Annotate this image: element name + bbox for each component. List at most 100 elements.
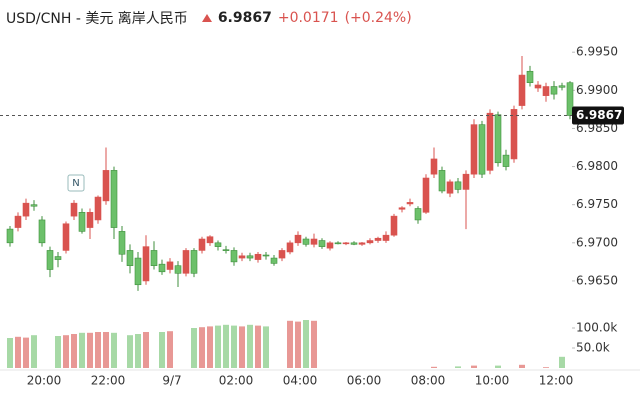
volume-bar	[287, 320, 293, 368]
candle-body	[558, 85, 566, 88]
candle-body	[198, 238, 206, 251]
volume-bar	[519, 364, 525, 368]
candle-body	[406, 202, 414, 205]
candle-body	[326, 242, 334, 249]
x-tick-label: 9/7	[162, 374, 181, 388]
candle-body	[494, 114, 502, 164]
candle-body	[206, 236, 214, 244]
candle-body	[446, 181, 454, 194]
candle-body	[158, 263, 166, 273]
x-tick-label: 22:00	[91, 374, 126, 388]
candle-body	[30, 204, 38, 207]
volume-bar	[559, 356, 565, 368]
volume-bar	[79, 332, 85, 368]
volume-bar	[215, 325, 221, 368]
volume-bar	[543, 367, 549, 368]
candle-body	[302, 238, 310, 245]
candle-body	[150, 250, 158, 266]
candle-body	[430, 158, 438, 175]
last-price: 6.9867	[217, 10, 272, 26]
candle-body	[262, 254, 270, 257]
candle-body	[6, 228, 14, 244]
volume-tick-label: 50.0k	[576, 341, 610, 355]
volume-bar	[471, 365, 477, 368]
candle-body	[134, 257, 142, 286]
volume-bar	[111, 332, 117, 368]
x-tick-label: 10:00	[475, 374, 510, 388]
y-tick-label: 6.9800	[576, 159, 618, 173]
candle-body	[254, 253, 262, 260]
x-tick-label: 04:00	[283, 374, 318, 388]
price-change-pct: (+0.24%)	[344, 10, 412, 26]
candle-body	[78, 212, 86, 232]
candle-body	[14, 215, 22, 228]
candle-body	[390, 215, 398, 236]
candle-body	[486, 112, 494, 171]
volume-bar	[95, 332, 101, 368]
volume-bar	[191, 328, 197, 368]
y-tick-label: 6.9700	[576, 235, 618, 249]
candle-body	[70, 202, 78, 217]
x-tick-label: 08:00	[411, 374, 446, 388]
candle-body	[62, 223, 70, 251]
volume-bar	[71, 334, 77, 368]
candle-body	[550, 86, 558, 95]
candle-body	[358, 242, 366, 245]
y-tick-label: 6.9900	[576, 83, 618, 97]
candle-body	[126, 250, 134, 266]
candle-body	[286, 242, 294, 253]
volume-bar	[127, 335, 133, 368]
volume-bar	[143, 332, 149, 368]
volume-bar	[239, 326, 245, 368]
candle-body	[38, 219, 46, 244]
x-tick-label: 02:00	[219, 374, 254, 388]
volume-bar	[223, 324, 229, 368]
volume-bar	[15, 336, 21, 368]
candle-body	[374, 237, 382, 241]
candle-body	[278, 250, 286, 259]
candle-body	[318, 240, 326, 247]
candle-body	[366, 240, 374, 244]
candle-body	[438, 170, 446, 192]
event-marker-label: N	[72, 178, 79, 189]
volume-bar	[303, 320, 309, 368]
y-tick-label: 6.9750	[576, 197, 618, 211]
candle-body	[118, 231, 126, 255]
last-price-label: 6.9867	[576, 108, 622, 122]
event-marker	[67, 174, 85, 192]
volume-bar	[295, 321, 301, 368]
candle-body	[102, 170, 110, 202]
candle-body	[382, 234, 390, 241]
candle-body	[518, 74, 526, 106]
up-arrow	[201, 14, 212, 22]
volume-bar	[167, 331, 173, 368]
volume-bar	[31, 335, 37, 368]
volume-bar	[311, 320, 317, 368]
candle-body	[462, 173, 470, 190]
volume-bar	[135, 334, 141, 368]
candle-body	[422, 177, 430, 213]
header: USD/CNH - 美元 离岸人民币 6.9867 +0.0171 (+0.24…	[6, 8, 412, 28]
volume-bar	[63, 335, 69, 368]
symbol-title: USD/CNH - 美元 离岸人民币	[6, 11, 188, 27]
candle-body	[142, 246, 150, 282]
y-tick-label: 6.9950	[576, 45, 618, 59]
candle-body	[502, 154, 510, 167]
x-tick-label: 06:00	[347, 374, 382, 388]
candle-body	[478, 124, 486, 175]
volume-bar	[199, 327, 205, 368]
candle-body	[190, 250, 198, 274]
volume-bar	[431, 366, 437, 368]
candle-body	[526, 70, 534, 83]
volume-bar	[495, 365, 501, 368]
y-tick-label: 6.9650	[576, 273, 618, 287]
x-tick-label: 20:00	[27, 374, 62, 388]
volume-bar	[159, 332, 165, 368]
candle-body	[94, 196, 102, 221]
volume-bar	[55, 336, 61, 368]
volume-bar	[255, 325, 261, 368]
volume-bar	[7, 338, 13, 368]
x-tick-label: 12:00	[539, 374, 574, 388]
candle-body	[270, 257, 278, 264]
